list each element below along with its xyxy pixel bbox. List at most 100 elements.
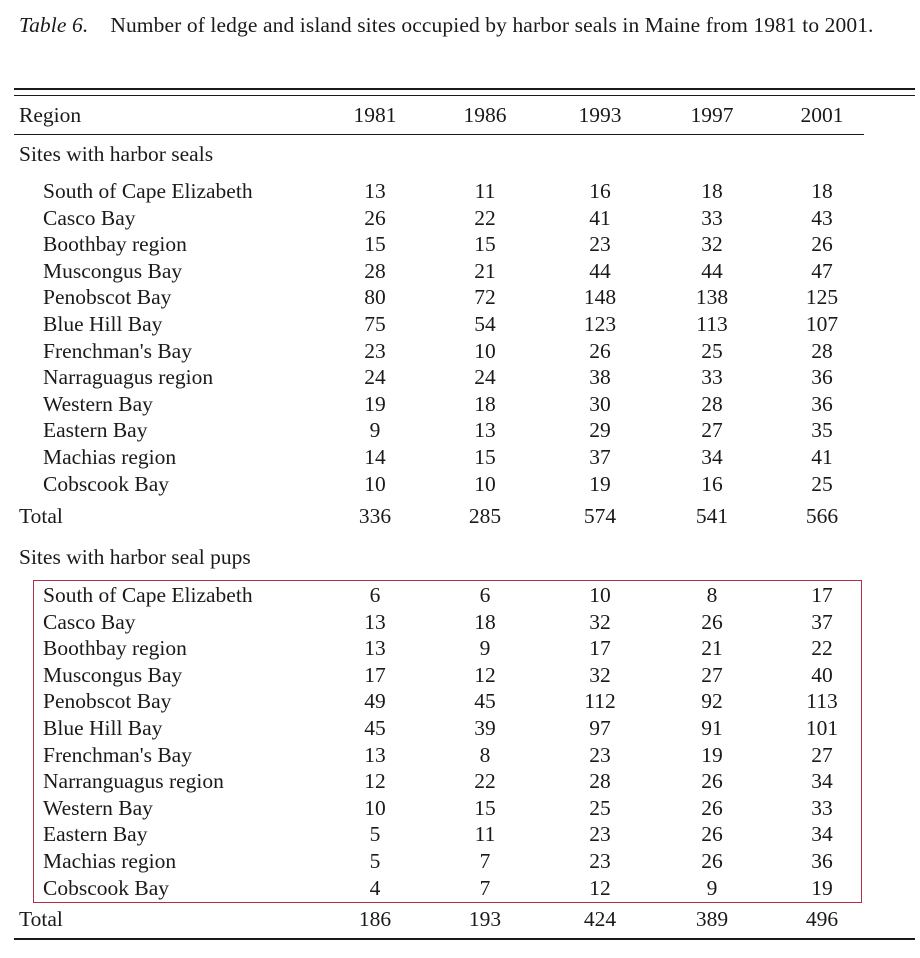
value-cell: 25 [589,796,611,820]
value-cell: 54 [474,312,496,336]
value-cell: 5 [369,822,381,846]
value-cell: 72 [474,285,496,309]
value-cell: 45 [364,716,386,740]
value-cell: 11 [474,179,496,203]
total-cell: 193 [468,907,502,931]
value-cell: 25 [811,472,833,496]
value-cell: 26 [701,610,723,634]
total-cell: 574 [583,504,617,528]
value-cell: 28 [589,769,611,793]
value-cell: 7 [479,849,491,873]
value-cell: 125 [805,285,839,309]
value-cell: 7 [479,876,491,900]
table-row: South of Cape Elizabeth 13 11 16 18 18 [0,178,920,205]
value-cell: 33 [701,206,723,230]
top-rule [14,88,915,90]
value-cell: 21 [474,259,496,283]
value-cell: 148 [583,285,617,309]
table-row: Casco Bay 26 22 41 33 43 [0,205,920,232]
value-cell: 12 [589,876,611,900]
value-cell: 21 [701,636,723,660]
table-label: Table 6. [19,13,89,37]
region-cell: Muscongus Bay [43,663,183,687]
value-cell: 14 [364,445,386,469]
value-cell: 17 [589,636,611,660]
value-cell: 12 [364,769,386,793]
value-cell: 26 [701,849,723,873]
value-cell: 24 [474,365,496,389]
value-cell: 18 [701,179,723,203]
total-row: Total 336 285 574 541 566 [0,503,920,530]
value-cell: 92 [701,689,723,713]
region-cell: Western Bay [43,796,153,820]
section-title: Sites with harbor seal pups [19,545,251,569]
value-cell: 44 [589,259,611,283]
table-row: South of Cape Elizabeth 6 6 10 8 17 [0,582,920,609]
header-region: Region [19,103,82,127]
value-cell: 41 [811,445,833,469]
region-cell: South of Cape Elizabeth [43,583,253,607]
total-label: Total [19,504,63,528]
value-cell: 34 [811,769,833,793]
value-cell: 75 [364,312,386,336]
value-cell: 13 [474,418,496,442]
value-cell: 5 [369,849,381,873]
table-row: Boothbay region 13 9 17 21 22 [0,635,920,662]
header-year: 1981 [353,103,397,127]
value-cell: 49 [364,689,386,713]
value-cell: 36 [811,365,833,389]
value-cell: 33 [811,796,833,820]
bottom-rule [14,938,915,940]
value-cell: 34 [701,445,723,469]
value-cell: 24 [364,365,386,389]
value-cell: 17 [811,583,833,607]
region-cell: Narranguagus region [43,769,224,793]
value-cell: 13 [364,636,386,660]
value-cell: 26 [364,206,386,230]
value-cell: 22 [474,769,496,793]
region-cell: Western Bay [43,392,153,416]
table-row: Frenchman's Bay 23 10 26 25 28 [0,338,920,365]
region-cell: Frenchman's Bay [43,339,192,363]
table-row: Boothbay region 15 15 23 32 26 [0,231,920,258]
region-cell: Cobscook Bay [43,876,170,900]
value-cell: 18 [474,392,496,416]
value-cell: 8 [479,743,491,767]
value-cell: 39 [474,716,496,740]
value-cell: 10 [364,796,386,820]
value-cell: 27 [701,418,723,442]
value-cell: 47 [811,259,833,283]
value-cell: 80 [364,285,386,309]
header-rule [14,134,864,135]
value-cell: 16 [589,179,611,203]
value-cell: 12 [474,663,496,687]
header-year: 2001 [800,103,844,127]
region-cell: Narraguagus region [43,365,214,389]
value-cell: 37 [589,445,611,469]
value-cell: 9 [479,636,491,660]
value-cell: 16 [701,472,723,496]
table-row: Machias region 14 15 37 34 41 [0,444,920,471]
caption-text: Number of ledge and island sites occupie… [110,13,874,37]
table-row: Narraguagus region 24 24 38 33 36 [0,364,920,391]
table-row: Blue Hill Bay 75 54 123 113 107 [0,311,920,338]
value-cell: 36 [811,849,833,873]
total-cell: 566 [805,504,839,528]
total-cell: 186 [358,907,392,931]
value-cell: 15 [474,232,496,256]
value-cell: 26 [701,796,723,820]
value-cell: 18 [811,179,833,203]
table-caption: Table 6. Number of ledge and island sites… [19,12,914,39]
region-cell: Muscongus Bay [43,259,183,283]
region-cell: Boothbay region [43,232,187,256]
section-title: Sites with harbor seals [19,142,214,166]
header-row: Region 1981 1986 1993 1997 2001 [0,102,920,129]
region-cell: Eastern Bay [43,822,148,846]
table-row: Machias region 5 7 23 26 36 [0,848,920,875]
region-cell: Blue Hill Bay [43,716,163,740]
value-cell: 112 [584,689,616,713]
pup-rows-highlight-box [33,580,862,903]
value-cell: 27 [701,663,723,687]
header-year: 1993 [578,103,622,127]
value-cell: 15 [474,796,496,820]
